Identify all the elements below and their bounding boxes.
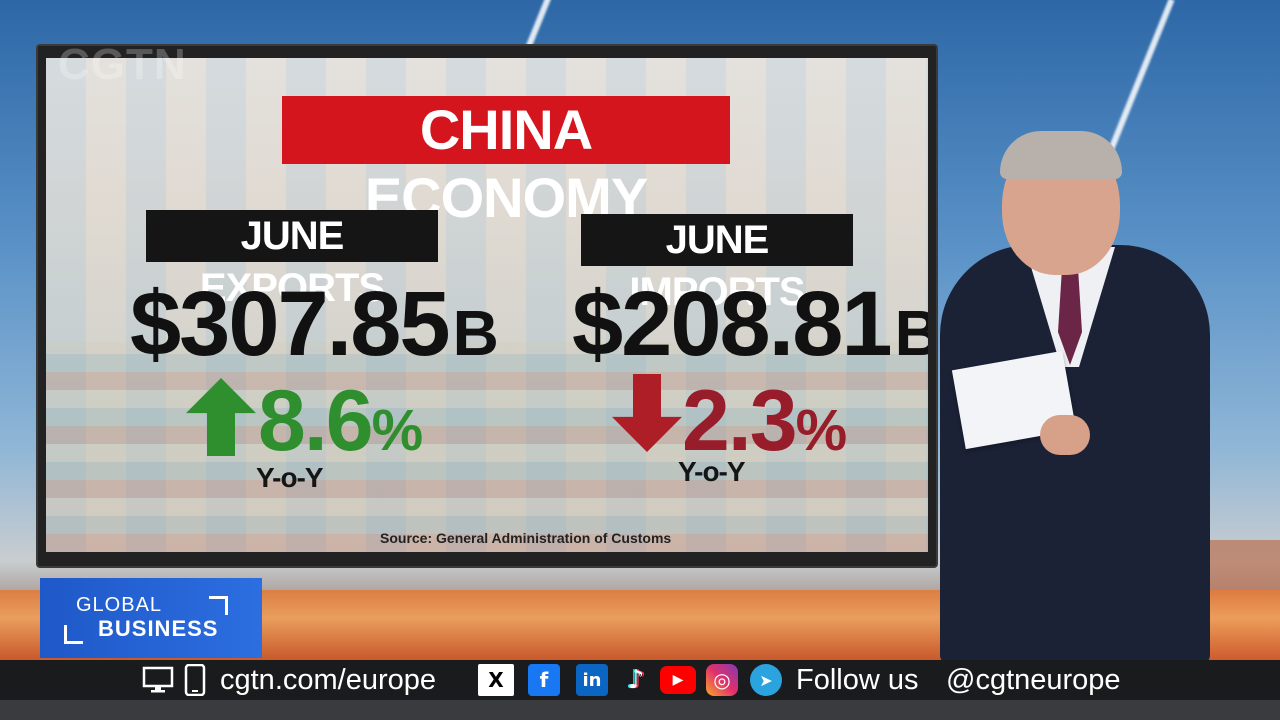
presenter-hand	[1040, 415, 1090, 455]
website-text[interactable]: cgtn.com/europe	[220, 663, 437, 696]
graphic-screen: CHINA ECONOMY JUNE EXPORTS $307.85B 8.6%…	[38, 46, 936, 566]
x-icon[interactable]: X	[478, 660, 514, 700]
cgtn-watermark-logo: CGTN	[58, 40, 187, 89]
x-glyph: X	[478, 664, 514, 696]
exports-amount-unit: B	[452, 297, 499, 369]
mobile-icon	[184, 660, 206, 700]
website-link[interactable]: cgtn.com/europe	[220, 660, 436, 700]
presenter-hair	[1000, 131, 1122, 179]
bracket-corner-icon	[209, 596, 228, 615]
exports-percent-sign: %	[371, 398, 424, 463]
source-note: Source: General Administration of Custom…	[380, 530, 672, 546]
telegram-icon[interactable]: ➤	[750, 660, 782, 700]
facebook-icon[interactable]: f	[528, 660, 560, 700]
tiktok-glyph: ♪	[627, 665, 645, 695]
port-containers-backdrop	[46, 342, 928, 552]
exports-amount: $307.85B	[130, 272, 499, 377]
youtube-icon[interactable]: ▶	[660, 660, 696, 700]
exports-label: JUNE EXPORTS	[146, 210, 438, 310]
exports-change-value: 8.6	[258, 373, 374, 469]
social-handle-text[interactable]: @cgtneurope	[946, 663, 1121, 696]
exports-change: 8.6%	[258, 372, 424, 471]
imports-amount-value: $208.81	[572, 273, 893, 375]
youtube-glyph: ▶	[660, 666, 696, 694]
imports-percent-sign: %	[795, 398, 848, 463]
follow-us-label: Follow us	[796, 660, 919, 700]
linkedin-glyph: in	[576, 664, 608, 696]
show-tag-line1: GLOBAL	[76, 594, 163, 616]
graphic-title: CHINA ECONOMY	[282, 96, 730, 229]
exports-amount-value: $307.85	[130, 273, 451, 375]
exports-period: Y-o-Y	[256, 462, 324, 493]
bracket-corner-icon	[64, 625, 83, 644]
imports-change-value: 2.3	[682, 373, 798, 469]
facebook-glyph: f	[528, 664, 560, 696]
footer-lower-strip	[0, 700, 1280, 720]
imports-amount: $208.81B	[572, 272, 928, 377]
linkedin-icon[interactable]: in	[576, 660, 608, 700]
imports-change: 2.3%	[682, 372, 848, 471]
instagram-icon[interactable]: ◎	[706, 660, 738, 700]
imports-amount-unit: B	[894, 297, 928, 369]
telegram-glyph: ➤	[750, 664, 782, 696]
imports-period: Y-o-Y	[678, 456, 746, 487]
global-business-tag: GLOBAL BUSINESS	[40, 578, 262, 658]
instagram-glyph: ◎	[706, 664, 738, 696]
follow-us-text: Follow us	[796, 663, 919, 696]
desktop-icon	[142, 660, 174, 700]
imports-label: JUNE IMPORTS	[581, 214, 853, 314]
tiktok-icon[interactable]: ♪	[620, 660, 652, 700]
presenter	[930, 131, 1220, 665]
social-handle[interactable]: @cgtneurope	[946, 660, 1121, 700]
screen-content: CHINA ECONOMY JUNE EXPORTS $307.85B 8.6%…	[46, 58, 928, 552]
show-tag-line2: BUSINESS	[98, 616, 219, 641]
